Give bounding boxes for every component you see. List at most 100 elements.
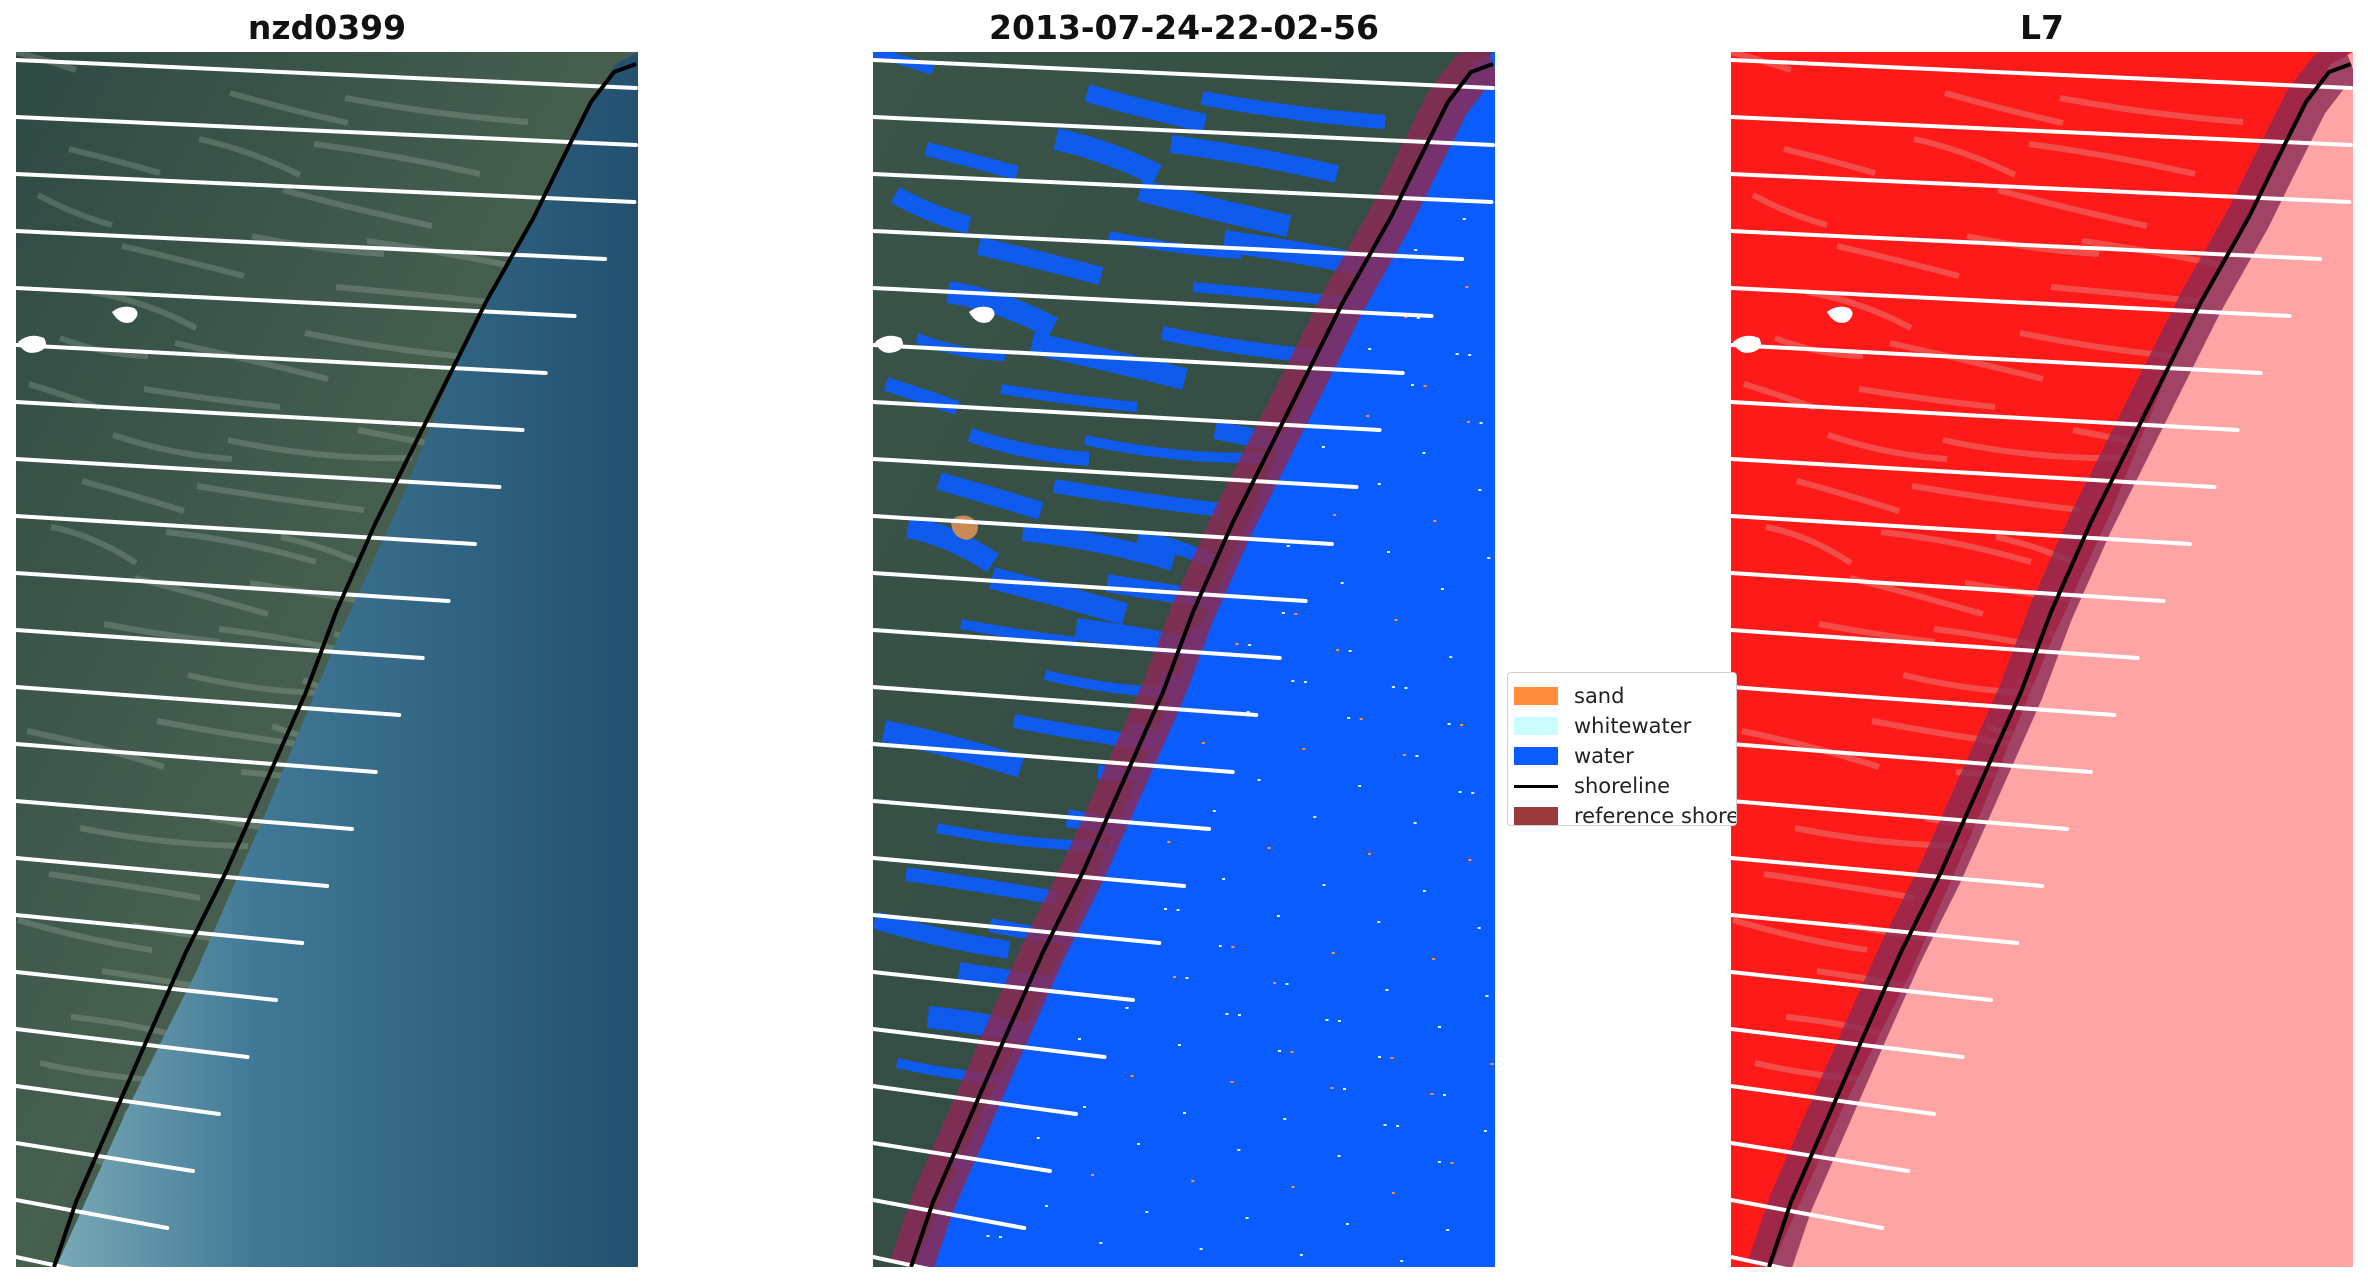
speckle <box>1490 1063 1494 1065</box>
speckle <box>1078 1038 1081 1040</box>
speckle <box>1137 1143 1140 1145</box>
speckle <box>1385 989 1389 991</box>
speckle <box>1238 1014 1241 1016</box>
legend-item-sand: sand <box>1508 681 1736 711</box>
speckle <box>1283 1118 1287 1120</box>
speckle <box>1336 649 1340 651</box>
transects <box>16 58 638 1267</box>
transect-line <box>16 799 355 831</box>
legend-label: shoreline <box>1574 774 1671 798</box>
relief-streak <box>344 95 529 125</box>
transect-line <box>16 913 305 945</box>
legend-swatch <box>1514 717 1558 735</box>
cloud <box>875 306 995 353</box>
speckle <box>1423 385 1427 387</box>
transect-line <box>16 172 637 204</box>
relief-streak <box>26 728 165 770</box>
legend-item-reference-shoreline: reference shoreline <box>1508 801 1736 825</box>
speckle <box>1378 1056 1381 1058</box>
speckle <box>1387 551 1390 553</box>
relief-streak <box>1911 483 2080 513</box>
speckle <box>1391 686 1395 688</box>
water-patch <box>904 867 1059 905</box>
speckle <box>1230 1081 1234 1083</box>
speckle <box>1465 286 1469 288</box>
legend-item-shoreline: shoreline <box>1508 771 1736 801</box>
water-patch <box>967 428 1090 466</box>
speckle <box>1291 680 1295 682</box>
speckle <box>1347 717 1351 719</box>
water-patch <box>1107 231 1242 259</box>
relief-streak <box>17 917 153 953</box>
speckle <box>1402 754 1406 756</box>
speckle <box>1167 841 1171 843</box>
speckle <box>1411 384 1414 386</box>
cloud <box>18 306 138 353</box>
speckle <box>1294 613 1298 615</box>
legend-label: whitewater <box>1574 714 1692 738</box>
water-patch <box>924 142 1019 180</box>
speckle <box>1278 1050 1281 1052</box>
speckle <box>1422 452 1426 454</box>
relief-streak <box>1783 146 1876 176</box>
relief-streak <box>48 871 201 901</box>
legend-item-water: water <box>1508 741 1736 771</box>
transect-line <box>1731 970 1993 1002</box>
speckle <box>1468 354 1472 356</box>
speckle <box>1479 422 1483 424</box>
transect-line <box>873 1084 1078 1116</box>
relief-streak <box>1741 728 1880 770</box>
transect-line <box>1731 400 2240 432</box>
relief-streak <box>251 233 385 257</box>
legend-swatch <box>1514 687 1558 705</box>
legend-label: water <box>1574 744 1634 768</box>
transect-line <box>1731 913 2020 945</box>
transect-line <box>16 1141 195 1173</box>
speckle <box>1414 249 1418 251</box>
transect-line <box>873 1027 1107 1059</box>
relief-streak <box>2059 95 2244 125</box>
transect-line <box>16 571 451 603</box>
transect-line <box>1731 571 2166 603</box>
transect-line <box>1731 1027 1965 1059</box>
legend: sand whitewater water shoreline referenc… <box>1507 672 1737 826</box>
speckle <box>999 1236 1002 1238</box>
speckle <box>1338 1020 1341 1022</box>
water-patch <box>905 516 1000 573</box>
relief-streak <box>1763 871 1916 901</box>
transect-line <box>1731 1141 1910 1173</box>
relief-streak <box>121 243 245 279</box>
speckle <box>1036 1137 1040 1139</box>
speckle <box>1212 810 1216 812</box>
title-panel-1: nzd0399 <box>247 8 407 47</box>
transect-line <box>16 685 402 717</box>
relief-streak <box>1966 233 2100 257</box>
speckle <box>1462 218 1466 220</box>
speckle <box>1471 792 1475 794</box>
transect-line <box>1731 1255 1787 1267</box>
water-patch <box>1084 84 1207 132</box>
speckle <box>1450 1162 1454 1164</box>
speckle <box>1438 1026 1441 1028</box>
transect-line <box>16 115 638 147</box>
water-patch <box>936 472 1044 520</box>
speckle <box>1487 557 1491 559</box>
index-image <box>1731 52 2353 1267</box>
speckle <box>1125 1007 1129 1009</box>
transect-line <box>1731 742 2093 774</box>
speckle <box>986 1235 990 1237</box>
transect-line <box>1731 514 2192 546</box>
speckle <box>1235 643 1239 645</box>
speckle <box>1394 619 1398 621</box>
speckle <box>1218 945 1222 947</box>
speckle <box>1276 915 1280 917</box>
speckle <box>1343 1088 1346 1090</box>
speckle <box>1458 791 1462 793</box>
relief-streak <box>1880 529 2032 565</box>
speckle <box>1231 946 1235 948</box>
speckle <box>1199 1248 1203 1250</box>
transect-line <box>1731 343 2263 375</box>
speckle <box>1413 822 1417 824</box>
transect-line <box>16 58 638 90</box>
speckle <box>1400 1260 1404 1262</box>
